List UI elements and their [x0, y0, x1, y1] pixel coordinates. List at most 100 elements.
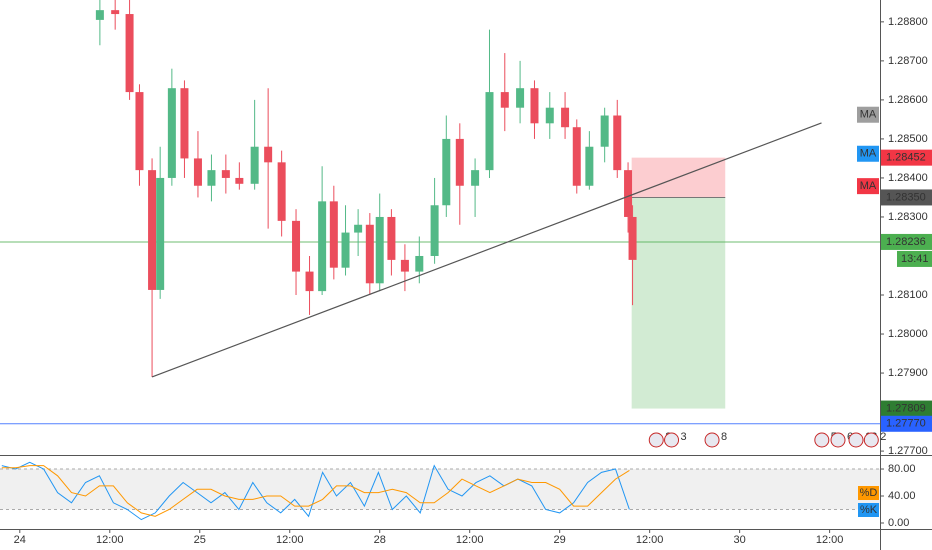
candle-body — [193, 158, 202, 186]
countdown: 13:41 — [901, 253, 929, 265]
legend-badge — [858, 503, 879, 517]
candle-body — [354, 224, 363, 233]
candle-body — [135, 92, 144, 171]
price-badge-label: 1.28452 — [886, 152, 926, 164]
event-icon — [848, 432, 864, 448]
candle-body — [624, 170, 633, 217]
event-icon — [863, 432, 879, 448]
candle-body — [125, 14, 134, 93]
x-tick-label: 12:00 — [456, 534, 484, 546]
event-label: 3 — [681, 431, 687, 443]
candle-body — [235, 177, 244, 184]
y-tick-label: 1.28400 — [888, 172, 928, 184]
price-badge — [881, 189, 932, 206]
event-label: 2 — [880, 431, 886, 443]
event-icon — [830, 432, 846, 448]
y-tick-label: 1.28800 — [888, 16, 928, 28]
candle-body — [430, 205, 439, 256]
price-badge-label: 1.27809 — [886, 402, 926, 414]
candle-body — [600, 115, 609, 147]
candle-body — [455, 138, 464, 186]
y-tick-label: 1.28100 — [888, 289, 928, 301]
y-tick-label: 1.28000 — [888, 328, 928, 340]
ma-label: MA — [860, 148, 877, 160]
candle-body — [387, 216, 396, 260]
price-badge — [881, 149, 932, 166]
ma-label: MA — [860, 180, 877, 192]
target-zone — [631, 197, 726, 409]
stoch-line — [1, 465, 630, 517]
candle-body — [156, 177, 165, 290]
candle-body — [221, 170, 230, 178]
legend-label: %K — [860, 504, 878, 516]
stoch-line — [1, 461, 630, 521]
ma-badge — [857, 106, 879, 123]
price-badge-label: 1.27770 — [886, 418, 926, 430]
candle-body — [613, 115, 622, 171]
price-badge — [881, 400, 932, 417]
candle-body — [318, 201, 327, 292]
candle-body — [415, 255, 424, 272]
ma-badge — [857, 145, 879, 162]
x-tick-label: 28 — [374, 534, 386, 546]
candle-body — [572, 127, 581, 186]
candle-body — [277, 162, 286, 221]
x-tick-label: 29 — [554, 534, 566, 546]
y-tick-label: 80.00 — [888, 463, 916, 475]
countdown-badge — [897, 250, 932, 267]
y-tick-label: 0.00 — [888, 517, 909, 529]
price-badge-label: 1.28236 — [886, 236, 926, 248]
candle-body — [561, 107, 570, 128]
price-badge-label: 1.28350 — [886, 191, 926, 203]
event-icon — [664, 432, 680, 448]
ma-badge — [857, 178, 879, 195]
candle-body — [545, 107, 554, 124]
y-tick-label: 1.28300 — [888, 211, 928, 223]
candle-body — [530, 88, 539, 124]
candle-body — [305, 271, 314, 292]
event-icon — [814, 432, 830, 448]
candle-body — [585, 146, 594, 186]
x-tick-label: 12:00 — [636, 534, 664, 546]
candle-body — [341, 232, 350, 268]
y-tick-label: 40.00 — [888, 490, 916, 502]
x-tick-label: 25 — [194, 534, 206, 546]
price-badge — [881, 233, 932, 250]
event-icon — [648, 432, 664, 448]
candle-body — [148, 170, 157, 290]
candle-body — [628, 216, 637, 260]
ma-label: MA — [860, 109, 877, 121]
candle-body — [442, 138, 451, 206]
candle-body — [111, 10, 120, 15]
x-tick-label: 12:00 — [96, 534, 124, 546]
candle-body — [207, 170, 216, 186]
candle-body — [485, 92, 494, 171]
x-tick-label: 12:00 — [816, 534, 844, 546]
candle-body — [292, 220, 301, 272]
y-tick-label: 1.28700 — [888, 55, 928, 67]
candle-body — [375, 216, 384, 284]
x-tick-label: 12:00 — [276, 534, 304, 546]
event-label: 8 — [721, 431, 727, 443]
y-tick-label: 1.28600 — [888, 94, 928, 106]
y-tick-label: 1.27700 — [888, 445, 928, 457]
legend-badge — [858, 486, 879, 500]
candle-body — [516, 88, 525, 108]
x-tick-label: 24 — [14, 534, 26, 546]
candle-body — [264, 146, 273, 163]
candle-body — [329, 201, 338, 268]
y-tick-label: 1.28500 — [888, 133, 928, 145]
x-tick-label: 30 — [734, 534, 746, 546]
candle-body — [180, 88, 189, 159]
price-badge — [881, 415, 932, 432]
y-tick-label: 1.27900 — [888, 367, 928, 379]
candle-body — [250, 146, 259, 184]
event-icon — [704, 432, 720, 448]
trendline — [151, 122, 822, 378]
candle-body — [365, 224, 374, 284]
candle-body — [500, 92, 509, 108]
candle-body — [95, 10, 104, 20]
